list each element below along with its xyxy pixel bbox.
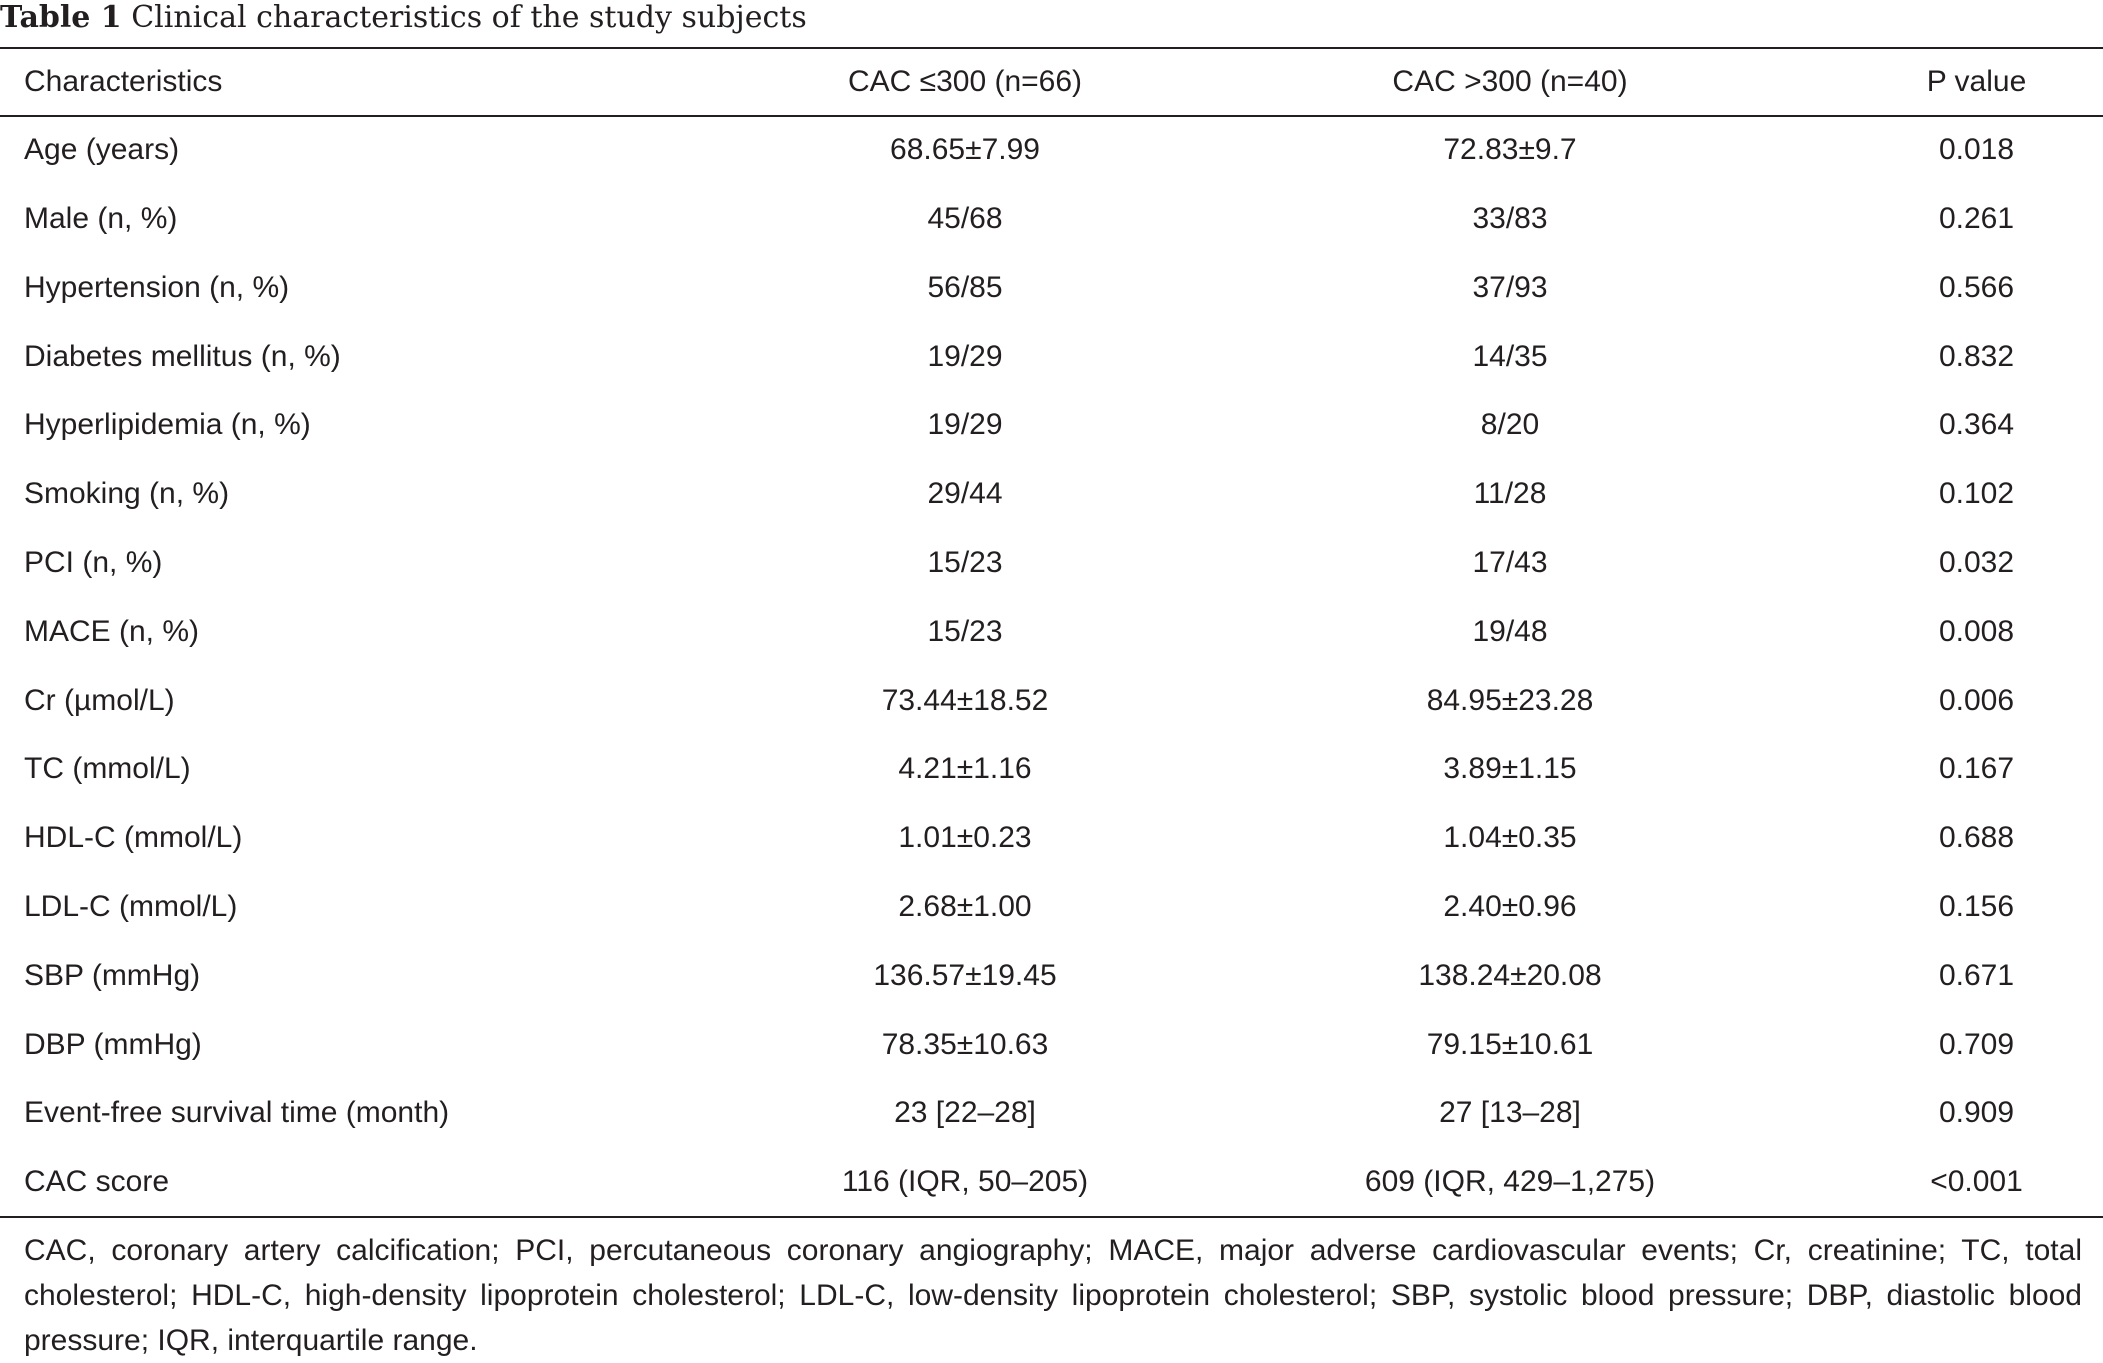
row-p-value: 0.566 xyxy=(1938,270,2015,304)
row-characteristic: Cr (µmol/L) xyxy=(24,683,175,717)
row-cac-low-value: 23 [22–28] xyxy=(894,1096,1036,1130)
row-cac-low-value: 19/29 xyxy=(927,339,1003,373)
row-p-value: 0.102 xyxy=(1938,477,2015,511)
row-characteristic: Hypertension (n, %) xyxy=(24,270,290,304)
table-row: DBP (mmHg) 78.35±10.63 79.15±10.61 0.709 xyxy=(0,1011,2103,1080)
row-characteristic: Hyperlipidemia (n, %) xyxy=(24,408,311,442)
row-p-value: 0.671 xyxy=(1938,958,2015,992)
characteristics-table: Characteristics CAC ≤300 (n=66) CAC >300… xyxy=(0,49,2103,1217)
row-characteristic: TC (mmol/L) xyxy=(24,752,191,786)
row-characteristic: Male (n, %) xyxy=(24,202,178,235)
row-p-value: 0.167 xyxy=(1938,752,2015,786)
row-cac-high-value: 138.24±20.08 xyxy=(1418,958,1602,992)
table-row: Male (n, %) 45/68 33/83 0.261 xyxy=(0,185,2103,254)
table-row: HDL-C (mmol/L) 1.01±0.23 1.04±0.35 0.688 xyxy=(0,804,2103,873)
row-cac-high-value: 14/35 xyxy=(1472,339,1548,373)
row-characteristic: Age (years) xyxy=(24,132,180,166)
row-cac-high-value: 19/48 xyxy=(1472,614,1548,648)
table-header: Characteristics CAC ≤300 (n=66) CAC >300… xyxy=(0,49,2103,115)
row-cac-high-value: 17/43 xyxy=(1472,545,1548,579)
table-caption: Table 1 Clinical characteristics of the … xyxy=(0,0,807,44)
row-p-value: 0.006 xyxy=(1938,683,2015,717)
table-row: SBP (mmHg) 136.57±19.45 138.24±20.08 0.671 xyxy=(0,942,2103,1011)
row-p-value: 0.364 xyxy=(1938,408,2015,442)
row-cac-high-value: 27 [13–28] xyxy=(1439,1096,1581,1130)
row-cac-high-value: 3.89±1.15 xyxy=(1443,752,1577,786)
row-cac-high-value: 79.15±10.61 xyxy=(1426,1027,1594,1061)
table-footnote: CAC, coronary artery calcification; PCI,… xyxy=(24,1234,2082,1357)
row-cac-low-value: 56/85 xyxy=(927,270,1003,304)
row-characteristic: CAC score xyxy=(24,1165,170,1199)
row-cac-low-value: 116 (IQR, 50–205) xyxy=(841,1165,1089,1199)
table-row: MACE (n, %) 15/23 19/48 0.008 xyxy=(0,598,2103,667)
row-p-value: 0.709 xyxy=(1938,1027,2015,1061)
table-row: Event-free survival time (month) 23 [22–2… xyxy=(0,1079,2103,1148)
row-cac-low-value: 136.57±19.45 xyxy=(873,958,1057,992)
row-p-value: 0.156 xyxy=(1938,889,2015,923)
row-cac-low-value: 15/23 xyxy=(927,614,1003,648)
table-row: PCI (n, %) 15/23 17/43 0.032 xyxy=(0,529,2103,598)
row-p-value: 0.008 xyxy=(1938,614,2015,648)
row-cac-high-value: 84.95±23.28 xyxy=(1426,683,1594,717)
top-rule xyxy=(0,47,2103,49)
table-row: LDL-C (mmol/L) 2.68±1.00 2.40±0.96 0.156 xyxy=(0,873,2103,942)
row-cac-low-value: 1.01±0.23 xyxy=(898,821,1032,855)
row-p-value: 0.261 xyxy=(1938,202,2015,235)
row-characteristic: DBP (mmHg) xyxy=(24,1027,202,1061)
table-row: Cr (µmol/L) 73.44±18.52 84.95±23.28 0.006 xyxy=(0,667,2103,736)
header-row: Characteristics CAC ≤300 (n=66) CAC >300… xyxy=(0,49,2103,115)
row-characteristic: MACE (n, %) xyxy=(24,614,200,648)
row-characteristic: HDL-C (mmol/L) xyxy=(24,821,243,855)
table-label: Table 1 xyxy=(0,0,122,35)
row-cac-high-value: 37/93 xyxy=(1472,270,1548,304)
row-characteristic: SBP (mmHg) xyxy=(24,958,201,992)
row-cac-low-value: 29/44 xyxy=(927,477,1003,511)
row-cac-low-value: 45/68 xyxy=(927,202,1003,235)
row-cac-high-value: 8/20 xyxy=(1480,408,1540,442)
row-p-value: 0.688 xyxy=(1938,821,2015,855)
row-cac-high-value: 2.40±0.96 xyxy=(1443,889,1577,923)
table-row: TC (mmol/L) 4.21±1.16 3.89±1.15 0.167 xyxy=(0,735,2103,804)
row-characteristic: Diabetes mellitus (n, %) xyxy=(24,339,341,373)
bottom-rule xyxy=(0,1216,2103,1218)
row-cac-high-value: 11/28 xyxy=(1473,477,1547,511)
row-cac-low-value: 73.44±18.52 xyxy=(881,683,1049,717)
table-row: Diabetes mellitus (n, %) 19/29 14/35 0.832 xyxy=(0,323,2103,392)
row-cac-high-value: 1.04±0.35 xyxy=(1443,821,1577,855)
row-p-value: 0.909 xyxy=(1938,1096,2015,1130)
row-characteristic: Event-free survival time (month) xyxy=(24,1096,450,1130)
column-header-cac-low: CAC ≤300 (n=66) xyxy=(847,65,1083,98)
table-title: Clinical characteristics of the study su… xyxy=(131,0,807,35)
row-cac-low-value: 19/29 xyxy=(927,408,1003,442)
header-rule xyxy=(0,115,2103,117)
row-characteristic: LDL-C (mmol/L) xyxy=(24,889,238,923)
row-cac-low-value: 78.35±10.63 xyxy=(881,1027,1049,1061)
table-row: Hypertension (n, %) 56/85 37/93 0.566 xyxy=(0,254,2103,323)
table-body: Age (years) 68.65±7.99 72.83±9.7 0.018 Male … xyxy=(0,115,2103,1217)
row-p-value: 0.032 xyxy=(1938,545,2015,579)
row-p-value: 0.832 xyxy=(1938,339,2015,373)
row-p-value: <0.001 xyxy=(1930,1165,2023,1199)
row-cac-low-value: 4.21±1.16 xyxy=(898,752,1032,786)
row-cac-low-value: 68.65±7.99 xyxy=(890,132,1040,166)
row-cac-high-value: 33/83 xyxy=(1472,202,1548,235)
table-row: Hyperlipidemia (n, %) 19/29 8/20 0.364 xyxy=(0,391,2103,460)
row-p-value: 0.018 xyxy=(1938,132,2015,166)
table-row: Smoking (n, %) 29/44 11/28 0.102 xyxy=(0,460,2103,529)
row-characteristic: Smoking (n, %) xyxy=(24,477,230,511)
column-header-cac-high: CAC >300 (n=40) xyxy=(1392,65,1628,98)
row-cac-low-value: 15/23 xyxy=(927,545,1003,579)
column-header-characteristics: Characteristics xyxy=(24,65,223,98)
row-cac-low-value: 2.68±1.00 xyxy=(898,889,1032,923)
row-cac-high-value: 609 (IQR, 429–1,275) xyxy=(1364,1165,1656,1199)
table-row: Age (years) 68.65±7.99 72.83±9.7 0.018 xyxy=(0,115,2103,185)
row-cac-high-value: 72.83±9.7 xyxy=(1443,132,1577,166)
row-characteristic: PCI (n, %) xyxy=(24,545,163,579)
column-header-p-value: P value xyxy=(1926,65,2027,98)
table-row: CAC score 116 (IQR, 50–205) 609 (IQR, 429–… xyxy=(0,1148,2103,1217)
